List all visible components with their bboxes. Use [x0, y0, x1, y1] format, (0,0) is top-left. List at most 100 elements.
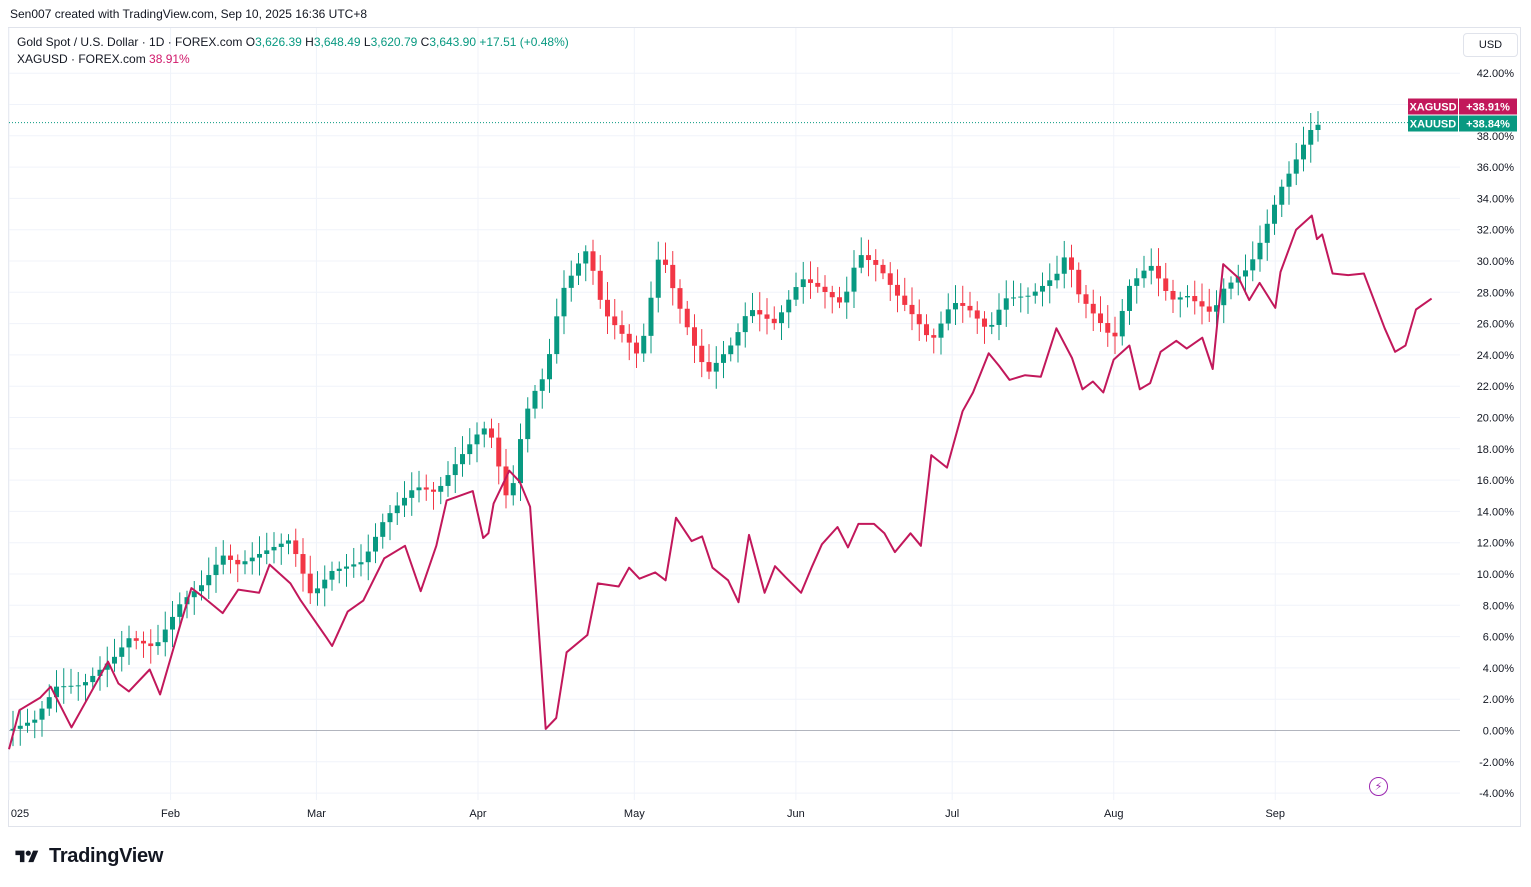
candle-body: [126, 638, 132, 648]
candle-body: [605, 299, 610, 317]
candle-body: [1105, 323, 1111, 333]
legend-symbol: Gold Spot / U.S. Dollar · 1D · FOREX.com: [17, 35, 243, 49]
candle-body: [626, 333, 632, 343]
candle-body: [1177, 297, 1183, 300]
candle-body: [532, 390, 538, 409]
candle-body: [423, 487, 429, 490]
candle-body: [808, 279, 813, 283]
candle-body: [438, 485, 444, 492]
candle-body: [1192, 296, 1198, 302]
candle-body: [358, 562, 364, 565]
open-label: O: [245, 35, 256, 49]
candle-body: [1243, 270, 1248, 277]
candle-body: [735, 332, 741, 346]
lightning-icon[interactable]: ⚡: [1369, 777, 1388, 796]
candle-body: [1098, 313, 1103, 324]
candle-body: [1119, 310, 1125, 337]
candle-body: [119, 647, 125, 657]
y-tick-label: 12.00%: [1477, 538, 1515, 550]
candle-body: [90, 675, 96, 683]
currency-button[interactable]: USD: [1463, 33, 1518, 57]
candle-body: [293, 540, 299, 555]
candle-body: [54, 686, 59, 698]
badge-value-bg: [1459, 98, 1517, 115]
candle-body: [742, 316, 748, 333]
candle-body: [815, 282, 821, 287]
candle-body: [844, 291, 850, 303]
candle-body: [75, 685, 81, 687]
candle-body: [496, 437, 502, 467]
candle-body: [1003, 298, 1009, 310]
y-tick-label: 28.00%: [1477, 287, 1515, 299]
badge-value-bg: [1459, 115, 1517, 132]
candle-body: [721, 354, 726, 363]
x-tick-label: Sep: [1265, 808, 1285, 820]
candle-body: [670, 264, 676, 289]
candle-body: [1293, 159, 1299, 174]
candle-body: [684, 308, 690, 328]
candle-body: [648, 297, 654, 336]
x-tick-label: Mar: [307, 808, 326, 820]
candle-body: [764, 314, 770, 319]
candle-body: [1011, 297, 1016, 299]
candle-body: [1235, 276, 1241, 283]
candle-body: [1185, 296, 1190, 298]
candle-body: [1163, 278, 1169, 291]
candle-body: [873, 260, 879, 265]
xagusd-line: [8, 214, 1433, 750]
candle-body: [481, 428, 487, 435]
candle-body: [1250, 259, 1256, 271]
candle-body: [1112, 332, 1118, 337]
xagusd-polyline: [8, 214, 1433, 750]
y-tick-label: 18.00%: [1477, 444, 1515, 456]
candle-body: [373, 536, 378, 552]
candle-body: [1228, 282, 1234, 289]
candle-body: [1054, 273, 1060, 281]
legend-compare-row[interactable]: XAGUSD · FOREX.com 38.91%: [17, 51, 569, 68]
candle-body: [1148, 265, 1154, 271]
candle-body: [155, 642, 161, 647]
candle-body: [300, 554, 306, 574]
candle-body: [1199, 301, 1205, 307]
candle-body: [46, 697, 52, 709]
candle-body: [307, 573, 313, 594]
x-tick-label: Aug: [1104, 808, 1124, 820]
candle-body: [177, 604, 183, 617]
candle-body: [68, 685, 74, 687]
candle-body: [706, 362, 712, 372]
tradingview-branding[interactable]: TradingView: [11, 845, 163, 868]
legend-main-row[interactable]: Gold Spot / U.S. Dollar · 1D · FOREX.com…: [17, 34, 569, 51]
y-tick-label: 6.00%: [1483, 632, 1514, 644]
candle-body: [1308, 130, 1314, 145]
candle-body: [286, 540, 291, 544]
candle-body: [32, 719, 38, 723]
candle-body: [1206, 306, 1212, 312]
candle-body: [431, 489, 436, 492]
candle-body: [394, 505, 400, 514]
candle-body: [612, 316, 618, 326]
candle-body: [452, 464, 458, 476]
candle-body: [750, 310, 755, 317]
x-tick-label: May: [624, 808, 645, 820]
y-tick-label: 20.00%: [1477, 413, 1515, 425]
candle-body: [17, 725, 23, 729]
low-label: L: [363, 35, 371, 49]
y-tick-label: 16.00%: [1477, 475, 1515, 487]
candle-body: [104, 663, 110, 670]
y-tick-label: 38.00%: [1477, 131, 1515, 143]
candle-body: [489, 428, 494, 438]
candle-body: [663, 259, 668, 265]
candle-body: [974, 310, 980, 319]
candle-body: [880, 264, 886, 274]
candle-body: [909, 304, 915, 315]
candle-body: [858, 255, 864, 268]
candle-body: [822, 286, 828, 293]
candle-body: [329, 570, 335, 580]
legend: Gold Spot / U.S. Dollar · 1D · FOREX.com…: [17, 34, 569, 68]
candle-body: [148, 643, 154, 647]
candle-body: [1315, 124, 1321, 131]
x-tick-label: Feb: [161, 808, 180, 820]
candle-body: [97, 669, 103, 676]
candle-body: [1047, 280, 1053, 286]
